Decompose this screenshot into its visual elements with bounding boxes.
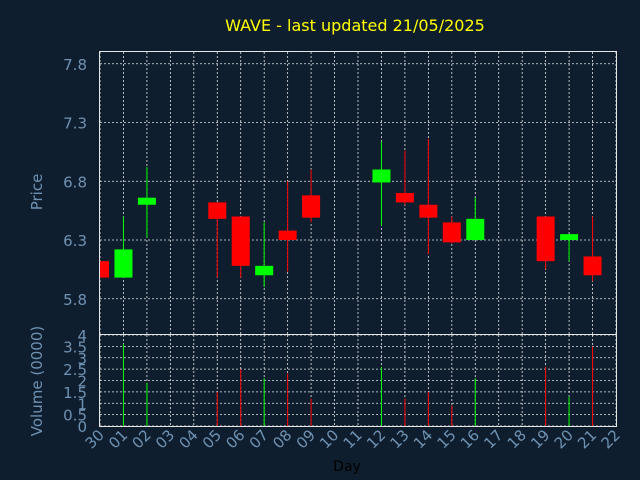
candle-body <box>536 216 555 262</box>
volume-panel-frame <box>99 334 617 427</box>
chart-title: WAVE - last updated 21/05/2025 <box>225 16 485 35</box>
candle-body <box>442 222 461 243</box>
candle-body <box>114 249 133 278</box>
candle-body <box>255 265 274 276</box>
volume-y-tick-label: 0 <box>77 418 87 436</box>
volume-y-tick-label: 2.5 <box>63 361 87 379</box>
price-y-tick-label: 7.8 <box>63 56 87 74</box>
price-y-tick-label: 7.3 <box>63 115 87 133</box>
candle-body <box>231 216 250 266</box>
candle-body <box>302 195 321 218</box>
candle-body <box>278 230 297 240</box>
price-y-tick-label: 5.8 <box>63 291 87 309</box>
candle-body <box>372 169 391 183</box>
candles <box>99 138 602 287</box>
candle-body <box>137 197 156 205</box>
candle-body <box>583 256 602 276</box>
volume-y-tick-label: 1.5 <box>63 384 87 402</box>
price-y-tick-labels: 5.8 6.3 6.8 7.3 7.8 <box>63 56 87 309</box>
volume-y-tick-labels: 00.511.522.533.54 <box>63 327 87 436</box>
price-y-tick-label: 6.8 <box>63 173 87 191</box>
volume-y-tick-label: 3 <box>77 350 87 368</box>
candle-body <box>395 193 414 203</box>
candle-body <box>419 204 438 218</box>
candle-body <box>208 202 227 219</box>
x-tick-labels: 3001020304050607080910111213141516171819… <box>82 426 624 452</box>
volume-y-tick-label: 0.5 <box>63 407 87 425</box>
candle-body <box>100 261 109 278</box>
candle-body <box>560 234 579 240</box>
volume-y-tick-label: 2 <box>77 373 87 391</box>
volume-axis-label: Volume (0000) <box>28 326 46 436</box>
volume-bars <box>122 344 594 426</box>
volume-y-tick-label: 1 <box>77 395 87 413</box>
price-axis-label: Price <box>28 174 46 211</box>
x-axis-label: Day <box>333 459 361 475</box>
volume-y-tick-label: 4 <box>77 327 87 345</box>
candle-body <box>466 218 485 240</box>
price-grid <box>99 52 617 334</box>
price-y-tick-label: 6.3 <box>63 232 87 250</box>
volume-y-tick-label: 3.5 <box>63 338 87 356</box>
